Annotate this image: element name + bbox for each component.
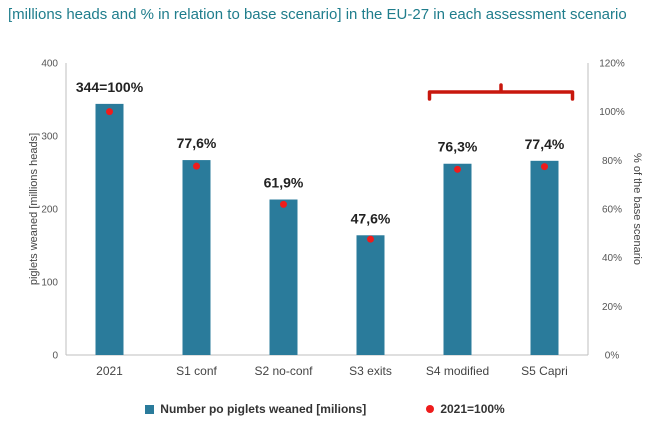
x-tick-label: S1 conf (176, 364, 217, 378)
y-tick-right: 40% (602, 253, 622, 264)
data-label: 77,6% (177, 135, 217, 151)
percent-dot (193, 162, 200, 170)
y-axis-title-left: piglets weaned [millions heads] (28, 133, 40, 285)
data-label: 61,9% (264, 175, 304, 191)
percent-dot (106, 108, 113, 116)
data-label: 77,4% (525, 136, 565, 152)
x-tick-label: 2021 (96, 364, 123, 378)
bracket-annotation (427, 83, 575, 101)
data-label: 47,6% (351, 210, 391, 226)
percent-dot (541, 163, 548, 171)
legend-item-bars: Number po piglets weaned [milions] (145, 402, 366, 416)
legend-label-dots: 2021=100% (440, 402, 505, 416)
x-tick-label: S4 modified (426, 364, 489, 378)
percent-dot (280, 200, 287, 208)
percent-dot (367, 235, 374, 243)
legend-swatch-bar (145, 404, 155, 414)
y-tick-left: 100 (41, 278, 58, 289)
y-tick-left: 200 (41, 205, 58, 216)
y-tick-right: 0% (605, 351, 620, 362)
legend: Number po piglets weaned [milions] 2021=… (0, 402, 650, 416)
bar (530, 160, 559, 355)
y-tick-left: 300 (41, 132, 58, 143)
x-tick-label: S5 Capri (521, 364, 568, 378)
y-tick-right: 120% (599, 59, 625, 70)
legend-swatch-dot (426, 405, 435, 413)
y-tick-left: 0 (52, 351, 58, 362)
x-tick-label: S3 exits (349, 364, 392, 378)
bar (443, 163, 472, 355)
bar (182, 160, 211, 355)
y-tick-right: 100% (599, 107, 625, 118)
data-label: 76,3% (438, 139, 478, 155)
y-tick-right: 60% (602, 205, 622, 216)
data-label: 344=100% (76, 79, 144, 95)
chart-title: [millions heads and % in relation to bas… (8, 6, 627, 23)
y-tick-left: 400 (41, 59, 58, 70)
legend-item-dots: 2021=100% (426, 402, 505, 416)
bar (95, 103, 124, 355)
y-tick-right: 20% (602, 302, 622, 313)
x-tick-label: S2 no-conf (254, 364, 313, 378)
bar (356, 235, 385, 355)
percent-dot (454, 165, 461, 173)
y-tick-right: 80% (602, 156, 622, 167)
y-axis-title-right: % of the base scenario (631, 153, 643, 265)
legend-label-bars: Number po piglets weaned [milions] (160, 402, 367, 416)
bar (269, 199, 298, 355)
